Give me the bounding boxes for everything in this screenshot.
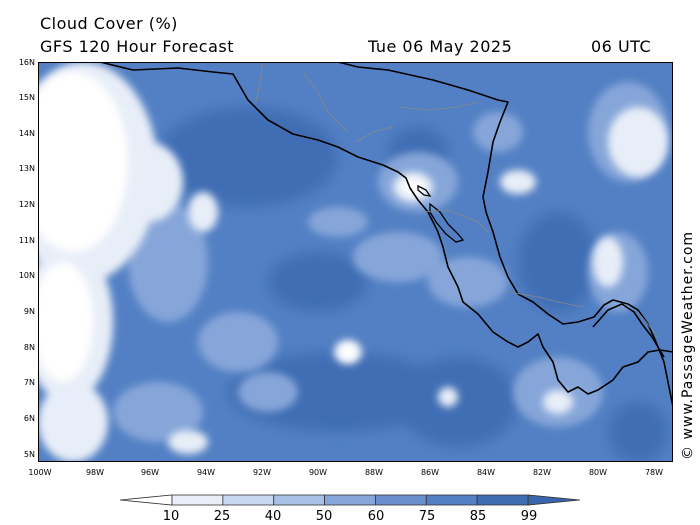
legend-left-arrow — [119, 494, 173, 506]
legend-label: 75 — [418, 509, 436, 524]
lat-label: 13N — [18, 164, 35, 173]
lon-label: 100W — [28, 468, 52, 477]
lat-label: 14N — [18, 129, 35, 138]
country-borders — [255, 62, 659, 338]
lon-label: 86W — [420, 468, 440, 477]
lat-label: 11N — [18, 236, 35, 245]
lon-label: 96W — [140, 468, 160, 477]
lat-label: 15N — [18, 93, 35, 102]
lon-label: 98W — [85, 468, 105, 477]
lat-label: 12N — [18, 200, 35, 209]
legend-label: 25 — [213, 509, 231, 524]
legend-label: 50 — [315, 509, 333, 524]
lat-label: 7N — [23, 378, 35, 387]
legend-label: 60 — [367, 509, 385, 524]
legend-color-box — [375, 494, 427, 506]
lon-label: 90W — [308, 468, 328, 477]
lon-label: 88W — [364, 468, 384, 477]
lat-label: 10N — [18, 271, 35, 280]
lat-label: 5N — [23, 450, 35, 459]
lon-label: 94W — [196, 468, 216, 477]
lon-label: 82W — [532, 468, 552, 477]
forecast-time: 06 UTC — [591, 37, 652, 56]
legend-color-box — [324, 494, 376, 506]
lake-managua — [417, 184, 432, 197]
legend-color-box — [425, 494, 478, 506]
legend-right-arrow — [527, 494, 581, 506]
legend-color-box — [222, 494, 275, 506]
pacific-coastline — [99, 62, 673, 395]
coastlines — [99, 62, 673, 408]
caribbean-coastline — [337, 62, 673, 408]
legend-label: 40 — [264, 509, 282, 524]
lat-label: 8N — [23, 343, 35, 352]
credit-text: © www.PassageWeather.com — [680, 231, 696, 460]
lon-label: 92W — [252, 468, 272, 477]
panama-outline — [592, 303, 665, 358]
dense-cloud-patches — [158, 107, 668, 462]
lat-label: 9N — [23, 307, 35, 316]
legend-color-box — [476, 494, 529, 506]
credit-watermark: © www.PassageWeather.com — [676, 60, 700, 465]
map-frame — [38, 62, 673, 462]
legend-label: 99 — [520, 509, 538, 524]
forecast-subtitle: GFS 120 Hour Forecast — [40, 37, 235, 56]
legend-label: 10 — [162, 509, 180, 524]
forecast-date: Tue 06 May 2025 — [368, 37, 513, 56]
lake-nicaragua — [429, 202, 465, 243]
legend-label: 85 — [469, 509, 487, 524]
lon-label: 80W — [588, 468, 608, 477]
lat-label: 16N — [18, 58, 35, 67]
map-title: Cloud Cover (%) — [40, 14, 178, 33]
lon-label: 84W — [476, 468, 496, 477]
legend-color-box — [273, 494, 325, 506]
lakes — [417, 184, 465, 243]
lon-label: 78W — [644, 468, 664, 477]
cloud-cover-map — [38, 62, 673, 462]
color-legend — [115, 490, 585, 525]
lat-label: 6N — [23, 414, 35, 423]
legend-color-box — [171, 494, 224, 506]
